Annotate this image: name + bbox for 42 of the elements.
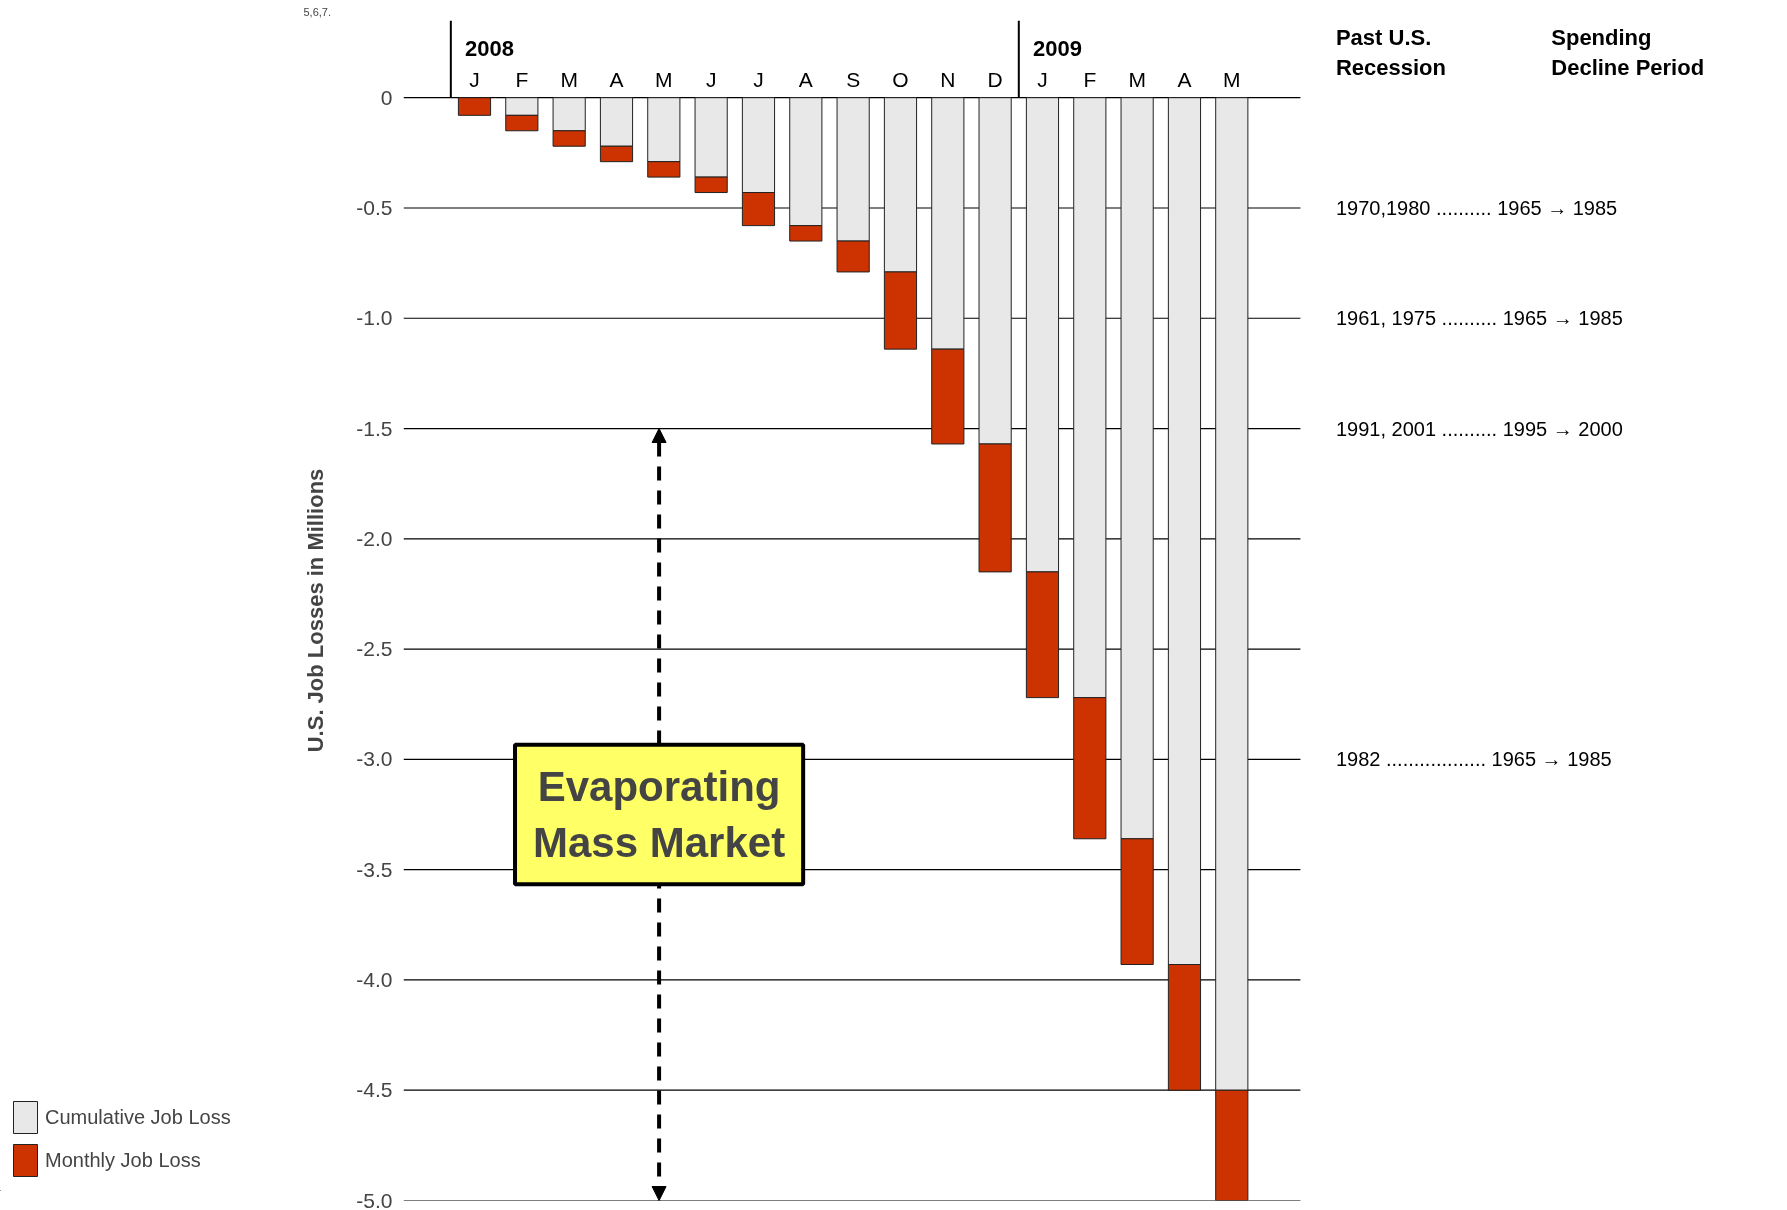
x-tick-label: M	[560, 68, 578, 92]
text: 5,6,7.	[303, 5, 332, 18]
text: Past U.S. Recession	[1335, 24, 1446, 80]
bar	[457, 97, 492, 116]
text: Spending Decline Period	[1551, 24, 1705, 80]
x-tick-label: A	[609, 68, 624, 92]
y-tick-label: -2.5	[356, 637, 393, 661]
y-tick-label: -4.0	[356, 967, 393, 991]
x-tick-label: O	[892, 68, 909, 92]
x-tick-label: J	[469, 68, 480, 92]
x-tick-label: A	[798, 68, 813, 92]
x-tick-label: M	[1223, 68, 1241, 92]
y-axis-title: U.S. Job Losses in Millions	[303, 468, 329, 753]
x-tick-label: F	[515, 68, 529, 92]
text: 1982 .................. 1965 → 1985	[1335, 748, 1612, 771]
legend-label: Monthly Job Loss	[45, 1148, 201, 1172]
x-tick-label: N	[940, 68, 956, 92]
text: 1961, 1975 .......... 1965 → 1985	[1335, 307, 1623, 330]
y-tick-label: -1.5	[356, 416, 393, 440]
text: 1991, 2001 .......... 1995 → 2000	[1335, 417, 1623, 440]
x-tick-label: F	[1083, 68, 1097, 92]
y-tick-label: -1.0	[356, 306, 393, 330]
y-tick-label: -5.0	[356, 1188, 393, 1210]
x-tick-label: J	[705, 68, 717, 92]
x-tick-label: M	[655, 68, 673, 92]
y-tick-label: -3.0	[356, 747, 393, 771]
annotation: Evaporating Mass Market	[533, 762, 786, 867]
text: 2009	[1033, 35, 1082, 61]
text: 1970,1980 .......... 1965 → 1985	[1335, 196, 1618, 219]
x-tick-label: A	[1177, 68, 1192, 92]
legend-label: Cumulative Job Loss	[45, 1105, 231, 1129]
x-tick-label: S	[846, 68, 861, 92]
x-tick-label: M	[1128, 68, 1146, 92]
y-tick-label: -4.5	[356, 1078, 393, 1102]
y-tick-label: -0.5	[356, 195, 393, 219]
x-tick-label: J	[1037, 68, 1048, 92]
y-tick-label: -2.0	[356, 526, 393, 550]
y-tick-label: -3.5	[356, 857, 393, 881]
text: 2008	[465, 35, 514, 61]
y-tick-label: 0	[380, 85, 393, 109]
x-tick-label: J	[753, 68, 764, 92]
x-tick-label: D	[987, 68, 1003, 92]
